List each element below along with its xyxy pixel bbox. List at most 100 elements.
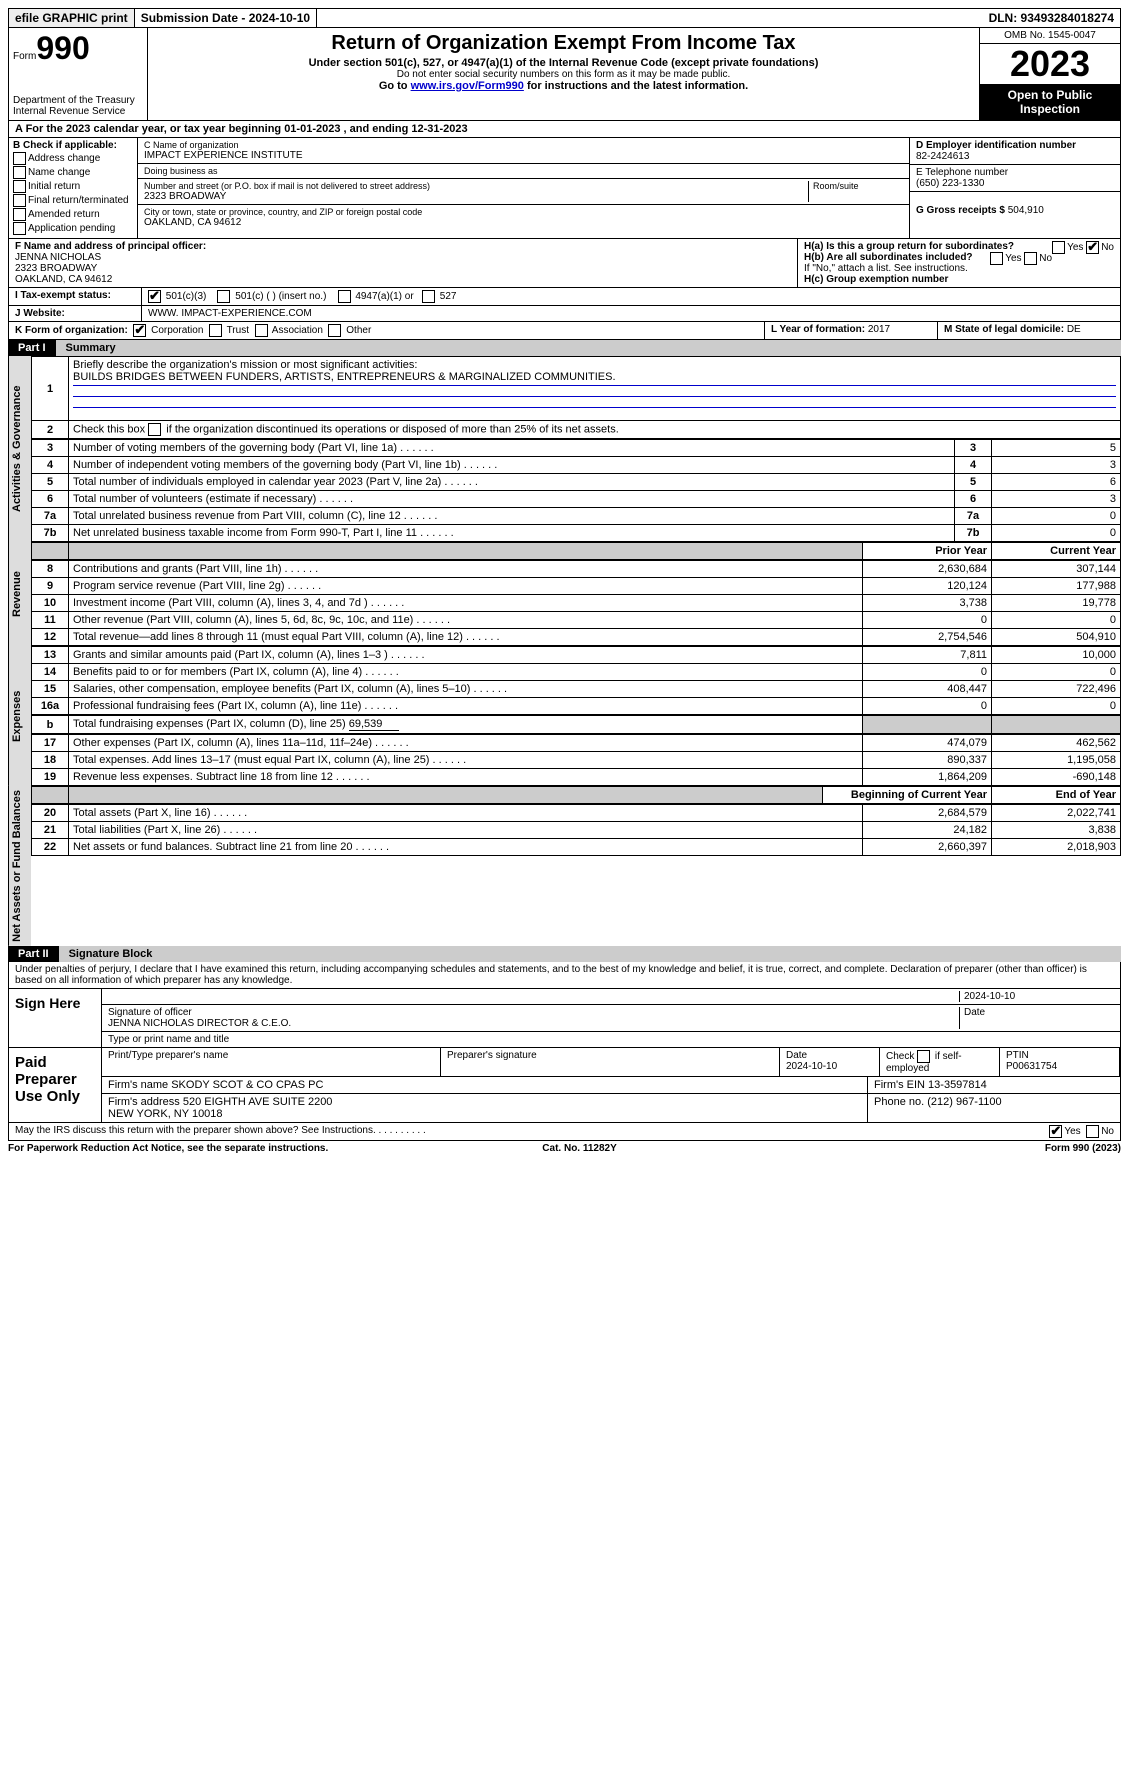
efile-print-button[interactable]: efile GRAPHIC print — [9, 9, 135, 27]
prior-17: 474,079 — [863, 735, 992, 752]
cb-initial-return[interactable] — [13, 180, 26, 193]
prior-14: 0 — [863, 664, 992, 681]
cb-trust[interactable] — [209, 324, 222, 337]
row-j-website: J Website: WWW. IMPACT-EXPERIENCE.COM — [8, 306, 1121, 322]
topbar: efile GRAPHIC print Submission Date - 20… — [8, 8, 1121, 28]
tab-net-assets: Net Assets or Fund Balances — [8, 786, 31, 946]
val-4: 3 — [992, 457, 1121, 474]
paid-preparer-block: Paid Preparer Use Only Print/Type prepar… — [8, 1048, 1121, 1123]
val-5: 6 — [992, 474, 1121, 491]
dln: DLN: 93493284018274 — [983, 9, 1120, 27]
val-7a: 0 — [992, 508, 1121, 525]
prior-18: 890,337 — [863, 752, 992, 769]
irs-label: Internal Revenue Service — [13, 106, 143, 117]
val-3: 5 — [992, 440, 1121, 457]
hb-yes[interactable] — [990, 252, 1003, 265]
prior-20: 2,684,579 — [863, 805, 992, 822]
firm-addr: 520 EIGHTH AVE SUITE 2200 — [183, 1096, 333, 1108]
tax-year: 2023 — [980, 44, 1120, 84]
cb-other[interactable] — [328, 324, 341, 337]
row-a-tax-year: A For the 2023 calendar year, or tax yea… — [8, 121, 1121, 138]
row-klm: K Form of organization: Corporation Trus… — [8, 322, 1121, 340]
cb-app-pending[interactable] — [13, 222, 26, 235]
curr-13: 10,000 — [992, 647, 1121, 664]
form-subtitle: Under section 501(c), 527, or 4947(a)(1)… — [156, 57, 971, 69]
curr-17: 462,562 — [992, 735, 1121, 752]
discuss-row: May the IRS discuss this return with the… — [8, 1123, 1121, 1141]
discuss-no[interactable] — [1086, 1125, 1099, 1138]
discuss-yes[interactable] — [1049, 1125, 1062, 1138]
domicile: DE — [1067, 324, 1081, 335]
part-1-header: Part I Summary — [8, 340, 1121, 356]
prior-15: 408,447 — [863, 681, 992, 698]
tab-revenue: Revenue — [8, 542, 31, 646]
officer-signature: JENNA NICHOLAS DIRECTOR & C.E.O. — [108, 1018, 959, 1029]
curr-19: -690,148 — [992, 769, 1121, 786]
curr-21: 3,838 — [992, 822, 1121, 839]
part1-revenue: Revenue Prior Year Current Year 8Contrib… — [8, 542, 1121, 646]
form-number: Form990 — [13, 30, 143, 67]
sign-here-block: Sign Here 2024-10-10 Signature of office… — [8, 989, 1121, 1048]
prior-10: 3,738 — [863, 595, 992, 612]
part1-netassets: Net Assets or Fund Balances Beginning of… — [8, 786, 1121, 946]
form-title: Return of Organization Exempt From Incom… — [156, 32, 971, 55]
tab-expenses: Expenses — [8, 646, 31, 786]
cb-501c3[interactable] — [148, 290, 161, 303]
ssn-note: Do not enter social security numbers on … — [156, 69, 971, 80]
val-6: 3 — [992, 491, 1121, 508]
org-name: IMPACT EXPERIENCE INSTITUTE — [144, 150, 903, 161]
col-c-org-info: C Name of organization IMPACT EXPERIENCE… — [138, 138, 909, 238]
part1-expenses: Expenses 13Grants and similar amounts pa… — [8, 646, 1121, 786]
curr-9: 177,988 — [992, 578, 1121, 595]
prior-13: 7,811 — [863, 647, 992, 664]
footer: For Paperwork Reduction Act Notice, see … — [8, 1143, 1121, 1154]
cb-name-change[interactable] — [13, 166, 26, 179]
officer-name: JENNA NICHOLAS — [15, 252, 791, 263]
ptin: P00631754 — [1006, 1061, 1057, 1072]
cb-corp[interactable] — [133, 324, 146, 337]
curr-18: 1,195,058 — [992, 752, 1121, 769]
ha-no[interactable] — [1086, 241, 1099, 254]
omb-number: OMB No. 1545-0047 — [980, 28, 1120, 44]
treasury-dept: Department of the Treasury — [13, 95, 143, 106]
cb-assoc[interactable] — [255, 324, 268, 337]
goto-line: Go to www.irs.gov/Form990 for instructio… — [156, 80, 971, 92]
curr-12: 504,910 — [992, 629, 1121, 646]
prior-19: 1,864,209 — [863, 769, 992, 786]
val-7b: 0 — [992, 525, 1121, 542]
col-de: D Employer identification number 82-2424… — [909, 138, 1120, 238]
year-formation: 2017 — [868, 324, 890, 335]
cb-self-employed[interactable] — [917, 1050, 930, 1063]
row-f-h: F Name and address of principal officer:… — [8, 239, 1121, 288]
section-bcdeg: B Check if applicable: Address change Na… — [8, 138, 1121, 239]
fundraising-exp: 69,539 — [349, 718, 399, 731]
phone: (650) 223-1330 — [916, 178, 1114, 189]
city: OAKLAND, CA 94612 — [144, 217, 903, 228]
prior-12: 2,754,546 — [863, 629, 992, 646]
part1-ag: Activities & Governance 1 Briefly descri… — [8, 356, 1121, 542]
open-public-badge: Open to Public Inspection — [980, 84, 1120, 120]
curr-22: 2,018,903 — [992, 839, 1121, 856]
curr-11: 0 — [992, 612, 1121, 629]
mission: BUILDS BRIDGES BETWEEN FUNDERS, ARTISTS,… — [73, 371, 616, 383]
prior-21: 24,182 — [863, 822, 992, 839]
cb-discontinued[interactable] — [148, 423, 161, 436]
prior-16a: 0 — [863, 698, 992, 715]
firm-phone: (212) 967-1100 — [927, 1096, 1001, 1108]
irs-link[interactable]: www.irs.gov/Form990 — [411, 80, 524, 92]
cb-501c[interactable] — [217, 290, 230, 303]
submission-date: Submission Date - 2024-10-10 — [135, 9, 317, 27]
cb-final-return[interactable] — [13, 194, 26, 207]
row-i-tax-status: I Tax-exempt status: 501(c)(3) 501(c) ( … — [8, 288, 1121, 306]
prep-date: 2024-10-10 — [786, 1061, 837, 1072]
cb-527[interactable] — [422, 290, 435, 303]
tab-activities-governance: Activities & Governance — [8, 356, 31, 542]
ha-yes[interactable] — [1052, 241, 1065, 254]
hb-no[interactable] — [1024, 252, 1037, 265]
cb-address-change[interactable] — [13, 152, 26, 165]
cb-amended[interactable] — [13, 208, 26, 221]
cb-4947[interactable] — [338, 290, 351, 303]
sign-date: 2024-10-10 — [959, 991, 1114, 1002]
jurat: Under penalties of perjury, I declare th… — [8, 962, 1121, 989]
street: 2323 BROADWAY — [144, 191, 808, 202]
